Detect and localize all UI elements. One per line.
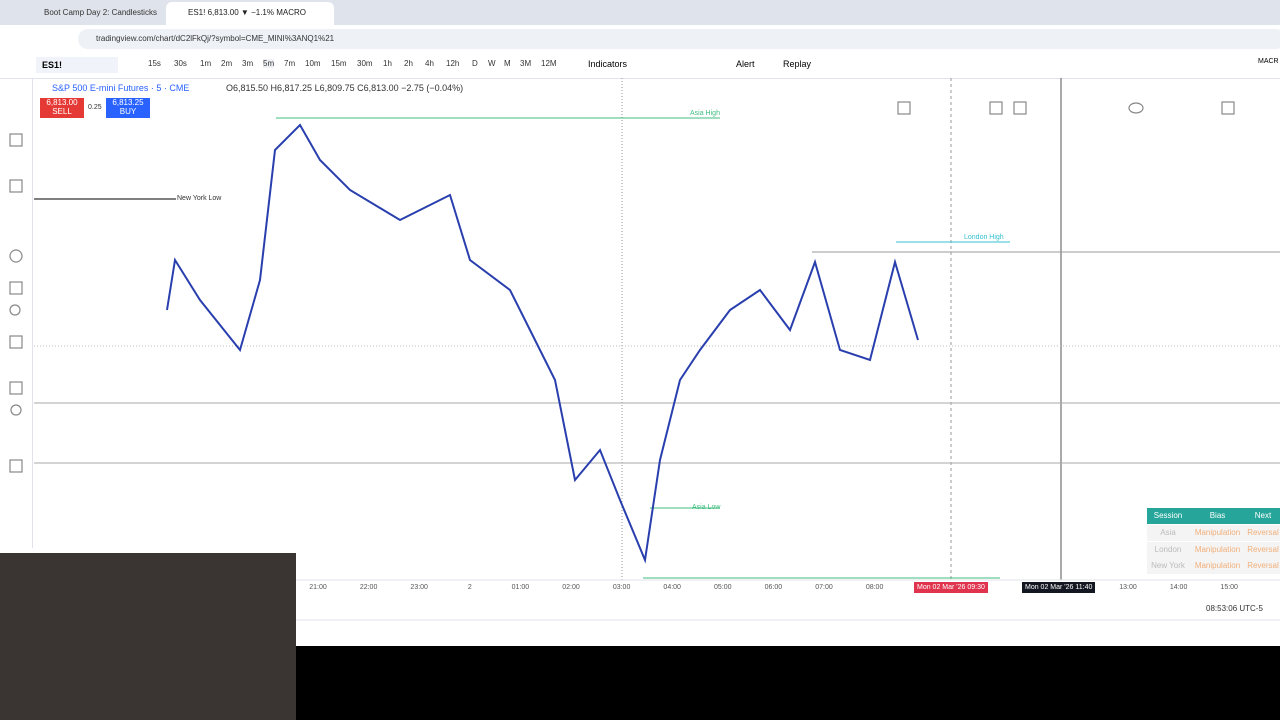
indicators[interactable]: Indicators bbox=[588, 59, 628, 69]
table-header: Next bbox=[1246, 508, 1280, 524]
timeframe[interactable]: W bbox=[488, 59, 496, 68]
chart-legend: S&P 500 E-mini Futures · 5 · CME bbox=[52, 83, 190, 93]
chart-canvas bbox=[0, 78, 1280, 621]
timeframe[interactable]: D bbox=[472, 59, 478, 68]
timeframe[interactable]: 30m bbox=[357, 59, 373, 68]
time-label: 21:00 bbox=[309, 584, 327, 591]
time-label: 05:00 bbox=[714, 584, 732, 591]
tab[interactable]: Boot Camp Day 2: Candlesticks bbox=[22, 2, 186, 24]
timeframe[interactable]: 2h bbox=[404, 59, 413, 68]
sell-label: SELL bbox=[52, 107, 72, 116]
time-label: 07:00 bbox=[815, 584, 833, 591]
clock: 08:53:06 UTC-5 bbox=[1206, 604, 1263, 613]
spread: 0.25 bbox=[88, 104, 102, 111]
time-label: 06:00 bbox=[764, 584, 783, 591]
ohlc: O6,815.50 H6,817.25 L6,809.75 C6,813.00 … bbox=[226, 83, 464, 93]
table-cell: Manipulation bbox=[1189, 525, 1246, 541]
sell-price: 6,813.00 bbox=[46, 98, 78, 107]
timeframe[interactable]: 15s bbox=[148, 59, 161, 68]
time-label: 13:00 bbox=[1119, 584, 1137, 591]
price-trace bbox=[166, 123, 919, 564]
table-header: Bias bbox=[1189, 508, 1247, 524]
buy-price: 6,813.25 bbox=[112, 98, 144, 107]
time-label: 22:00 bbox=[359, 584, 378, 591]
tool-icons bbox=[9, 101, 1235, 473]
table-header: Session bbox=[1147, 508, 1190, 524]
table-cell: Reversal bbox=[1246, 541, 1280, 558]
table-cell: Reversal bbox=[1246, 525, 1280, 541]
time-label: 01:00 bbox=[511, 584, 530, 591]
table-cell: Reversal bbox=[1246, 558, 1280, 574]
time-cursor: Mon 02 Mar '26 09:30 bbox=[914, 582, 988, 593]
timeframe[interactable]: 1m bbox=[200, 59, 212, 68]
timeframe[interactable]: 5m bbox=[263, 59, 275, 68]
level-label: Asia Low bbox=[692, 504, 721, 511]
timeframe[interactable]: 30s bbox=[174, 59, 187, 68]
level-label: New York Low bbox=[177, 195, 222, 202]
time-label: 03:00 bbox=[612, 584, 631, 591]
table-cell: Manipulation bbox=[1189, 558, 1246, 574]
timeframe[interactable]: 12M bbox=[541, 59, 557, 68]
time-label: 2 bbox=[467, 584, 472, 591]
time-label: 15:00 bbox=[1220, 584, 1238, 591]
timeframe[interactable]: 4h bbox=[425, 59, 434, 68]
timeframe[interactable]: 1h bbox=[383, 59, 392, 68]
timeframe[interactable]: 3M bbox=[520, 59, 532, 68]
timeframe[interactable]: M bbox=[504, 59, 511, 68]
time-label: 08:00 bbox=[865, 584, 884, 591]
time-cursor: Mon 02 Mar '26 11:40 bbox=[1022, 582, 1096, 593]
table-cell: Manipulation bbox=[1189, 541, 1246, 558]
buy-button[interactable]: 6,813.25 BUY bbox=[106, 98, 150, 118]
time-label: 02:00 bbox=[562, 584, 580, 591]
replay[interactable]: Replay bbox=[783, 59, 812, 69]
level-label: London High bbox=[964, 234, 1004, 241]
time-label: 14:00 bbox=[1169, 584, 1188, 591]
url[interactable]: tradingview.com/chart/dC2lFkQj/?symbol=C… bbox=[78, 29, 1280, 49]
timeframe[interactable]: 2m bbox=[221, 59, 233, 68]
tab[interactable]: ES1! 6,813.00 ▼ −1.1% MACRO bbox=[166, 2, 334, 25]
drawing-tools bbox=[0, 78, 33, 548]
timeframe[interactable]: 3m bbox=[242, 59, 254, 68]
webcam-overlay bbox=[0, 553, 296, 720]
table-cell: New York bbox=[1147, 558, 1189, 574]
layout-name[interactable]: MACR bbox=[1258, 58, 1279, 65]
time-label: 04:00 bbox=[663, 584, 681, 591]
timeframe[interactable]: 15m bbox=[331, 59, 347, 68]
timeframe[interactable]: 12h bbox=[446, 59, 460, 68]
timeframe[interactable]: 10m bbox=[305, 59, 321, 68]
toolbar bbox=[0, 52, 1280, 79]
table-cell: London bbox=[1147, 541, 1189, 558]
sell-button[interactable]: 6,813.00 SELL bbox=[40, 98, 84, 118]
buy-label: BUY bbox=[119, 107, 137, 116]
table-cell: Asia bbox=[1147, 525, 1189, 541]
browser: Boot Camp Day 2: Candlesticks ES1! 6,813… bbox=[0, 0, 1280, 646]
level-label: Asia High bbox=[690, 110, 720, 117]
timeframe[interactable]: 7m bbox=[284, 59, 296, 68]
time-label: 23:00 bbox=[410, 584, 428, 591]
alert[interactable]: Alert bbox=[736, 59, 755, 69]
symbol[interactable]: ES1! bbox=[36, 57, 118, 73]
